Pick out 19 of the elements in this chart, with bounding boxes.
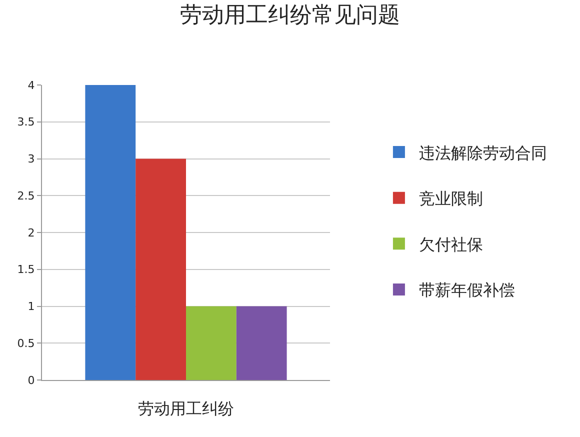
bar	[186, 306, 236, 380]
chart-title: 劳动用工纠纷常见问题	[180, 2, 400, 28]
bar	[136, 158, 186, 380]
y-tick-label: 3	[28, 152, 35, 166]
bar	[236, 306, 287, 380]
y-tick-label: 2	[28, 226, 35, 240]
bar	[85, 85, 136, 380]
y-tick-label: 4	[28, 78, 35, 92]
legend-label: 欠付社保	[418, 234, 483, 254]
legend-label: 违法解除劳动合同	[418, 143, 547, 162]
y-tick-label: 1.5	[17, 263, 35, 276]
legend-label: 竞业限制	[418, 189, 483, 208]
y-tick-label: 2.5	[17, 189, 35, 202]
legend-label: 带薪年假补偿	[418, 280, 515, 300]
y-tick-label: 3.5	[17, 116, 35, 129]
y-tick-label: 1	[28, 300, 35, 314]
y-tick-label: 0	[28, 374, 35, 387]
x-tick-label: 劳动用工纠纷	[138, 399, 234, 418]
y-tick-label: 0.5	[17, 336, 35, 350]
